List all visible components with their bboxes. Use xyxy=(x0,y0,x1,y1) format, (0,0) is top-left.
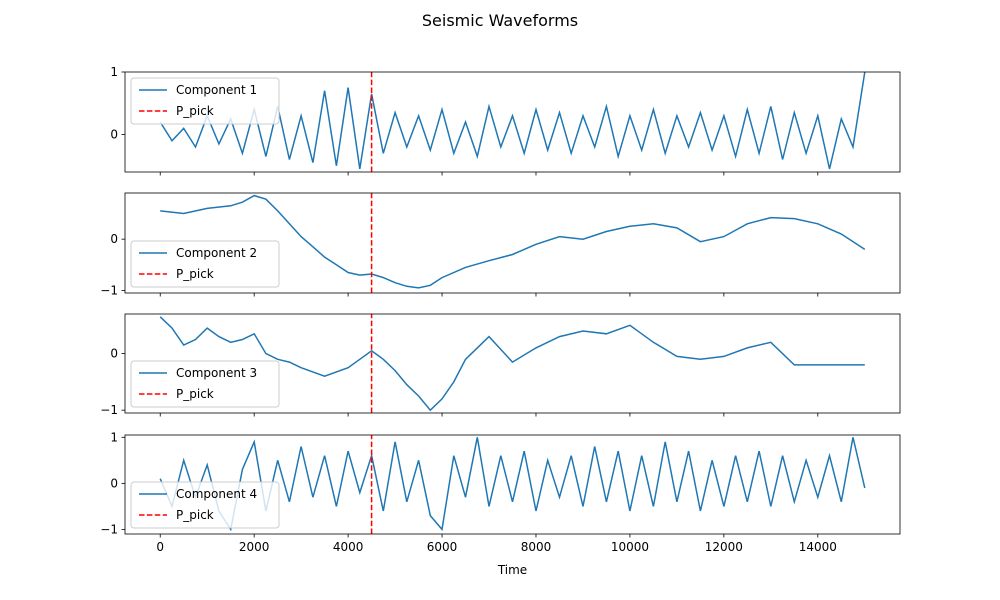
legend-box xyxy=(130,240,280,288)
x-tick-label: 12000 xyxy=(705,540,743,554)
legend-label: Component 2 xyxy=(176,246,257,260)
waveform-line-4 xyxy=(159,437,866,532)
x-axis-label: Time xyxy=(497,563,527,577)
legend-1: Component 1 P_pick xyxy=(130,77,280,125)
legend-box xyxy=(130,77,280,125)
y-tick-label: −1 xyxy=(100,522,118,536)
x-tick-label: 8000 xyxy=(521,540,552,554)
x-tick-label: 14000 xyxy=(799,540,837,554)
y-tick-label: 1 xyxy=(110,430,118,444)
axes-frame-3 xyxy=(124,313,901,414)
y-tick-label: 0 xyxy=(110,347,118,361)
figure-title: Seismic Waveforms xyxy=(422,11,578,30)
panel-3: −1 0 Component 3 P_pick xyxy=(100,313,901,417)
y-tick-label: −1 xyxy=(100,283,118,297)
legend-label: P_pick xyxy=(176,508,214,522)
legend-label: Component 4 xyxy=(176,487,257,501)
panel-4: −1 0 1 0 2000 4000 6000 8000 10000 12000 14000 Time… xyxy=(100,430,901,577)
y-tick-label: 1 xyxy=(110,65,118,79)
legend-2: Component 2 P_pick xyxy=(130,240,280,288)
waveform-line-3 xyxy=(159,316,865,412)
legend-box xyxy=(130,481,280,529)
legend-label: P_pick xyxy=(176,104,214,118)
legend-3: Component 3 P_pick xyxy=(130,360,280,408)
legend-label: P_pick xyxy=(176,267,214,281)
legend-4: Component 4 P_pick xyxy=(130,481,280,529)
x-tick-label: 2000 xyxy=(239,540,270,554)
axes-frame-4 xyxy=(124,434,901,535)
y-tick-label: 0 xyxy=(110,128,118,142)
axes-frame-1 xyxy=(124,71,901,173)
y-tick-label: 0 xyxy=(110,232,118,246)
panel-1: 0 1 Component 1 P_pick xyxy=(110,65,901,176)
x-tick-label: 10000 xyxy=(611,540,649,554)
legend-label: P_pick xyxy=(176,387,214,401)
x-tick-label: 0 xyxy=(156,540,164,554)
x-tick-label: 6000 xyxy=(427,540,458,554)
y-tick-label: −1 xyxy=(100,403,118,417)
waveform-line-2 xyxy=(160,194,866,289)
legend-box xyxy=(130,360,280,408)
panel-2: −1 0 Component 2 P_pick xyxy=(100,192,901,297)
axes-frame-2 xyxy=(124,192,901,294)
legend-label: Component 3 xyxy=(176,366,257,380)
legend-label: Component 1 xyxy=(176,83,257,97)
x-tick-label: 4000 xyxy=(333,540,364,554)
y-tick-label: 0 xyxy=(110,476,118,490)
